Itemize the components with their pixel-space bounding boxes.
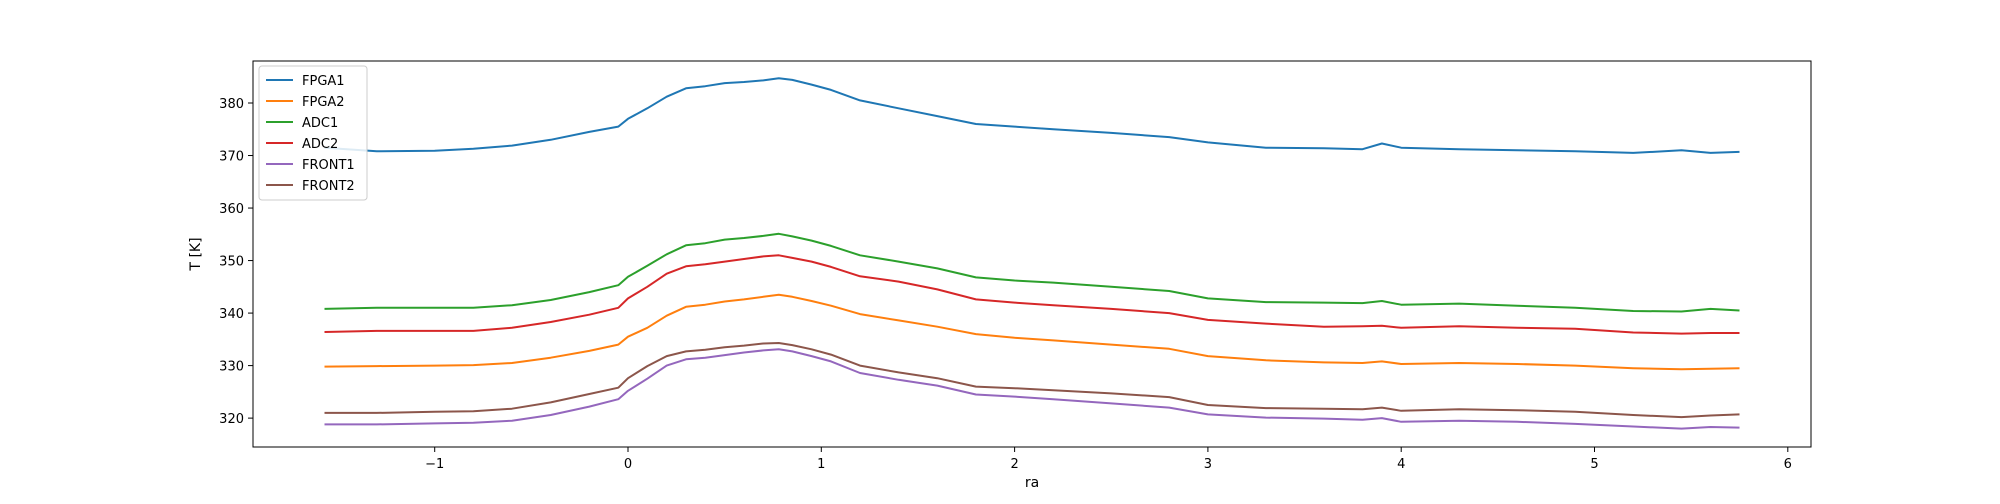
x-tick-label: 1 [817, 457, 825, 472]
y-tick-label: 330 [219, 360, 244, 375]
series-line-front2 [324, 342, 1740, 419]
y-tick-label: 360 [219, 202, 244, 217]
ticks-layer: −1 0 1 2 3 4 5 6 320 330 340 350 360 370 380 [219, 97, 1792, 472]
plot-frame [252, 60, 1812, 448]
legend-box [258, 65, 368, 201]
legend-label-front1: FRONT1 [302, 158, 355, 173]
x-tick-label: 3 [1204, 457, 1212, 472]
legend-label-adc2: ADC2 [302, 137, 338, 152]
series-line-fpga2 [324, 293, 1740, 371]
y-tick-label: 380 [219, 97, 244, 112]
legend: FPGA1 FPGA2 ADC1 ADC2 FRONT1 FRONT2 [258, 65, 368, 201]
x-tick-label: 0 [624, 457, 632, 472]
legend-label-fpga2: FPGA2 [302, 95, 345, 110]
series-line-adc1 [324, 232, 1740, 313]
y-tick-label: 340 [219, 307, 244, 322]
y-tick-label: 320 [219, 412, 244, 427]
x-tick-label: 2 [1010, 457, 1018, 472]
legend-label-front2: FRONT2 [302, 179, 355, 194]
series-line-front1 [324, 348, 1740, 430]
x-tick-label: 5 [1590, 457, 1598, 472]
y-tick-label: 350 [219, 255, 244, 270]
series-line-adc2 [324, 254, 1740, 335]
legend-label-fpga1: FPGA1 [302, 74, 345, 89]
series-line-fpga1 [324, 77, 1740, 154]
series-layer [324, 77, 1740, 430]
x-axis-label: ra [1025, 475, 1039, 491]
legend-label-adc1: ADC1 [302, 116, 338, 131]
x-tick-label: −1 [425, 457, 444, 472]
x-tick-label: 6 [1784, 457, 1792, 472]
y-tick-label: 370 [219, 150, 244, 165]
y-axis-label: T [K] [188, 237, 204, 271]
x-tick-label: 4 [1397, 457, 1405, 472]
